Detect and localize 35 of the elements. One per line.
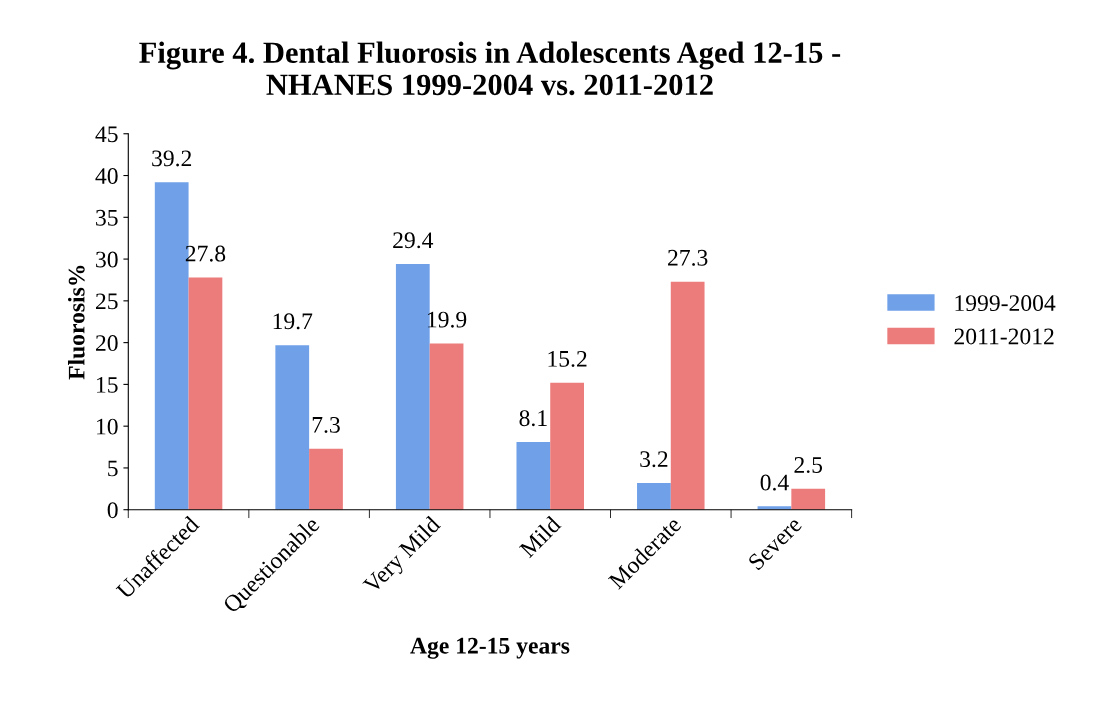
- data-label: 27.3: [668, 249, 708, 266]
- data-label: 39.2: [152, 150, 192, 167]
- bar: [275, 345, 310, 510]
- y-tick-label: 15: [97, 377, 118, 393]
- bar: [309, 448, 343, 510]
- bar: [516, 442, 551, 510]
- data-label: 15.2: [548, 350, 587, 367]
- y-tick-label: 30: [96, 251, 118, 268]
- bar: [670, 281, 705, 510]
- data-label: 0.4: [760, 474, 789, 491]
- data-label: 8.1: [519, 410, 547, 427]
- y-tick-label: 20: [96, 335, 118, 352]
- data-label: 3.2: [640, 451, 668, 468]
- data-label: 19.7: [273, 313, 313, 330]
- chart-title: Figure 4. Dental Fluorosis in Adolescents Aged 12-15 - NHANES 1999-2004 vs. 2011-2012: [139, 41, 841, 96]
- y-tick-label: 5: [108, 460, 118, 477]
- bar: [550, 382, 584, 510]
- bar: [637, 482, 671, 510]
- bar: [791, 488, 826, 510]
- y-tick-label: 45: [95, 126, 118, 143]
- data-label: 7.3: [312, 416, 340, 433]
- y-tick-label: 0: [107, 502, 118, 519]
- data-label: 29.4: [393, 232, 434, 249]
- legend-label: 2011-2012: [954, 328, 1054, 345]
- y-tick-label: 40: [95, 168, 118, 184]
- legend-label: 1999-2004: [955, 295, 1056, 312]
- y-axis-title: Fluorosis%: [67, 265, 85, 380]
- y-tick-label: 10: [97, 418, 118, 435]
- data-label: 2.5: [794, 457, 823, 474]
- bar: [188, 277, 223, 510]
- y-tick-label: 35: [96, 209, 118, 226]
- bar: [395, 264, 430, 510]
- x-axis-title: Age 12-15 years: [410, 637, 570, 659]
- bar: [429, 343, 464, 510]
- y-tick-label: 25: [96, 293, 118, 310]
